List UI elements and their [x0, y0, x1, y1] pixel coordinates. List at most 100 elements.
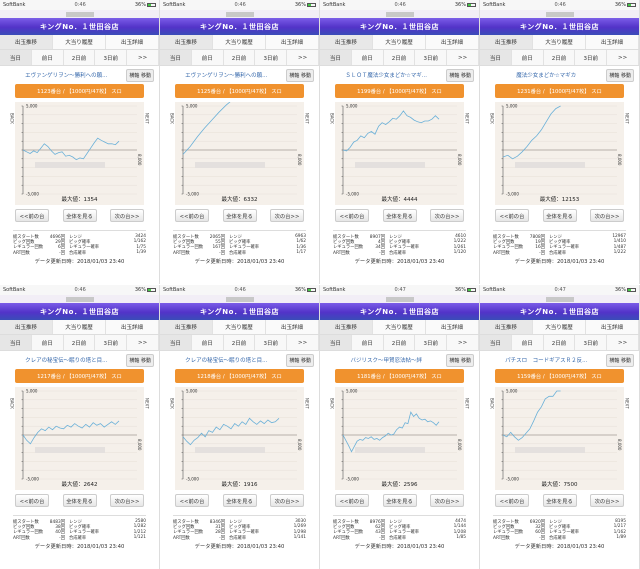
next-machine-button[interactable]: 次の台>> — [590, 209, 624, 222]
next-machine-button[interactable]: 次の台>> — [430, 209, 464, 222]
url-bar[interactable] — [160, 295, 319, 303]
back-arrow[interactable]: BACK — [9, 112, 15, 124]
machine-name[interactable]: パチスロ コードギアスＲ２反... — [505, 358, 588, 364]
tab-payout-trend[interactable]: 出玉推移 — [320, 35, 373, 49]
tab-payout-trend[interactable]: 出玉推移 — [160, 320, 213, 334]
next-arrow[interactable]: NEXT — [304, 112, 310, 124]
tab-payout-trend[interactable]: 出玉推移 — [0, 35, 53, 49]
machine-name[interactable]: エヴァンゲリヲン～勝利への願... — [25, 73, 108, 79]
axis-move-button[interactable]: 横軸 移動 — [126, 353, 154, 367]
view-all-button[interactable]: 全体を見る — [382, 494, 417, 507]
next-machine-button[interactable]: 次の台>> — [270, 494, 304, 507]
day-tab-3days[interactable]: 3日前 — [255, 335, 288, 350]
url-bar[interactable] — [0, 295, 159, 303]
view-all-button[interactable]: 全体を見る — [222, 209, 257, 222]
view-all-button[interactable]: 全体を見る — [62, 209, 97, 222]
day-tab-yesterday[interactable]: 前日 — [31, 50, 64, 65]
day-tab-more[interactable]: >> — [607, 335, 639, 350]
url-bar[interactable] — [320, 295, 479, 303]
day-tab-yesterday[interactable]: 前日 — [31, 335, 64, 350]
machine-name[interactable]: クレアの秘宝伝～眠りの塔と目... — [25, 358, 108, 364]
next-arrow[interactable]: NEXT — [624, 112, 630, 124]
tab-jackpot-history[interactable]: 大当り履歴 — [373, 35, 426, 49]
back-arrow[interactable]: BACK — [169, 397, 175, 409]
day-tab-3days[interactable]: 3日前 — [415, 50, 448, 65]
next-arrow[interactable]: NEXT — [304, 397, 310, 409]
day-tab-today[interactable]: 当日 — [480, 50, 512, 65]
tab-payout-details[interactable]: 出玉詳細 — [106, 35, 159, 49]
day-tab-yesterday[interactable]: 前日 — [351, 335, 384, 350]
day-tab-2days[interactable]: 2日前 — [543, 50, 576, 65]
tab-payout-trend[interactable]: 出玉推移 — [0, 320, 53, 334]
day-tab-yesterday[interactable]: 前日 — [191, 50, 224, 65]
prev-machine-button[interactable]: <<前の台 — [15, 209, 49, 222]
url-bar[interactable] — [160, 10, 319, 18]
tab-payout-details[interactable]: 出玉詳細 — [586, 35, 639, 49]
axis-move-button[interactable]: 横軸 移動 — [126, 68, 154, 82]
next-machine-button[interactable]: 次の台>> — [430, 494, 464, 507]
tab-jackpot-history[interactable]: 大当り履歴 — [373, 320, 426, 334]
day-tab-today[interactable]: 当日 — [160, 335, 192, 350]
back-arrow[interactable]: BACK — [329, 112, 335, 124]
next-arrow[interactable]: NEXT — [464, 112, 470, 124]
back-arrow[interactable]: BACK — [489, 112, 495, 124]
tab-payout-details[interactable]: 出玉詳細 — [106, 320, 159, 334]
day-tab-more[interactable]: >> — [127, 50, 159, 65]
axis-move-button[interactable]: 横軸 移動 — [446, 68, 474, 82]
day-tab-3days[interactable]: 3日前 — [575, 335, 608, 350]
day-tab-2days[interactable]: 2日前 — [543, 335, 576, 350]
tab-jackpot-history[interactable]: 大当り履歴 — [213, 35, 266, 49]
day-tab-3days[interactable]: 3日前 — [415, 335, 448, 350]
prev-machine-button[interactable]: <<前の台 — [495, 209, 529, 222]
day-tab-today[interactable]: 当日 — [480, 335, 512, 350]
day-tab-more[interactable]: >> — [287, 335, 319, 350]
tab-jackpot-history[interactable]: 大当り履歴 — [533, 35, 586, 49]
axis-move-button[interactable]: 横軸 移動 — [286, 68, 314, 82]
url-bar[interactable] — [0, 10, 159, 18]
machine-name[interactable]: エヴァンゲリヲン～勝利への願... — [185, 73, 268, 79]
url-bar[interactable] — [320, 10, 479, 18]
day-tab-2days[interactable]: 2日前 — [63, 335, 96, 350]
day-tab-3days[interactable]: 3日前 — [255, 50, 288, 65]
day-tab-more[interactable]: >> — [607, 50, 639, 65]
prev-machine-button[interactable]: <<前の台 — [15, 494, 49, 507]
tab-payout-trend[interactable]: 出玉推移 — [320, 320, 373, 334]
day-tab-today[interactable]: 当日 — [160, 50, 192, 65]
tab-jackpot-history[interactable]: 大当り履歴 — [53, 320, 106, 334]
tab-payout-details[interactable]: 出玉詳細 — [586, 320, 639, 334]
url-bar[interactable] — [480, 295, 639, 303]
next-machine-button[interactable]: 次の台>> — [590, 494, 624, 507]
day-tab-yesterday[interactable]: 前日 — [191, 335, 224, 350]
day-tab-more[interactable]: >> — [287, 50, 319, 65]
day-tab-today[interactable]: 当日 — [0, 335, 32, 350]
view-all-button[interactable]: 全体を見る — [542, 494, 577, 507]
axis-move-button[interactable]: 横軸 移動 — [606, 68, 634, 82]
prev-machine-button[interactable]: <<前の台 — [495, 494, 529, 507]
day-tab-yesterday[interactable]: 前日 — [351, 50, 384, 65]
tab-payout-details[interactable]: 出玉詳細 — [426, 35, 479, 49]
day-tab-today[interactable]: 当日 — [320, 335, 352, 350]
day-tab-today[interactable]: 当日 — [0, 50, 32, 65]
day-tab-yesterday[interactable]: 前日 — [511, 50, 544, 65]
prev-machine-button[interactable]: <<前の台 — [335, 494, 369, 507]
day-tab-more[interactable]: >> — [447, 335, 479, 350]
prev-machine-button[interactable]: <<前の台 — [175, 209, 209, 222]
next-machine-button[interactable]: 次の台>> — [270, 209, 304, 222]
machine-name[interactable]: ＳＬＯＴ魔法少女まどか☆マギ... — [345, 73, 428, 79]
day-tab-2days[interactable]: 2日前 — [383, 335, 416, 350]
next-machine-button[interactable]: 次の台>> — [110, 494, 144, 507]
machine-name[interactable]: クレアの秘宝伝～眠りの塔と目... — [185, 358, 268, 364]
tab-jackpot-history[interactable]: 大当り履歴 — [213, 320, 266, 334]
tab-jackpot-history[interactable]: 大当り履歴 — [533, 320, 586, 334]
tab-payout-details[interactable]: 出玉詳細 — [266, 35, 319, 49]
day-tab-3days[interactable]: 3日前 — [95, 335, 128, 350]
day-tab-more[interactable]: >> — [127, 335, 159, 350]
tab-payout-trend[interactable]: 出玉推移 — [480, 320, 533, 334]
next-arrow[interactable]: NEXT — [144, 397, 150, 409]
axis-move-button[interactable]: 横軸 移動 — [606, 353, 634, 367]
tab-payout-details[interactable]: 出玉詳細 — [266, 320, 319, 334]
prev-machine-button[interactable]: <<前の台 — [335, 209, 369, 222]
axis-move-button[interactable]: 横軸 移動 — [446, 353, 474, 367]
tab-payout-trend[interactable]: 出玉推移 — [480, 35, 533, 49]
day-tab-2days[interactable]: 2日前 — [223, 335, 256, 350]
